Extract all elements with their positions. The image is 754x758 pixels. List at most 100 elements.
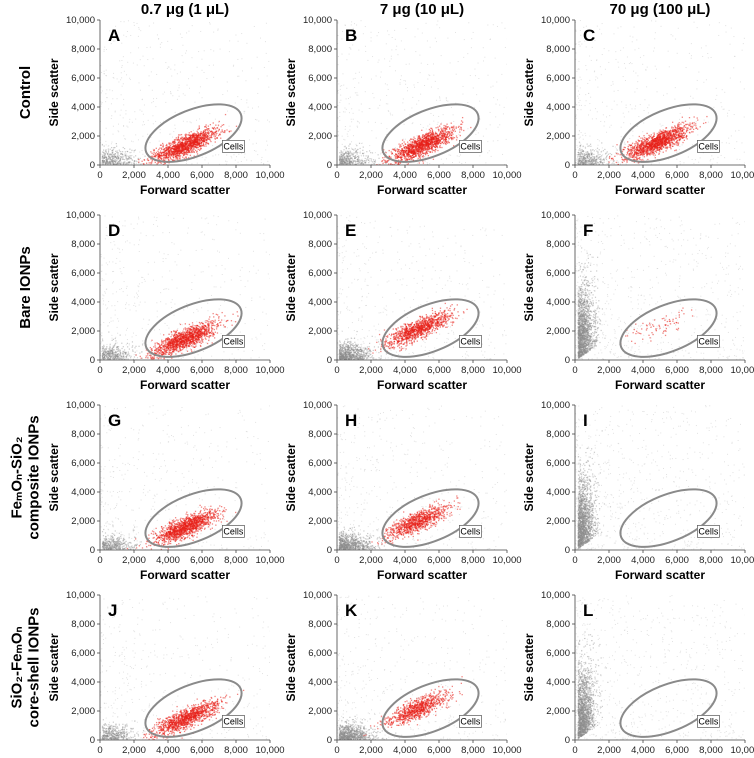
cells-gate (144, 298, 243, 358)
cells-gate (619, 103, 718, 163)
x-tick-label: 2,000 (359, 170, 383, 181)
panel-letter: I (583, 411, 588, 430)
panel-E: Cells 0 2,000 4,000 6,000 8,000 10,000 0 2,000 4,… (284, 210, 522, 392)
x-tick-label: 10,000 (492, 365, 521, 376)
y-tick-label: 2,000 (308, 706, 332, 717)
y-tick-label: 2,000 (71, 326, 95, 337)
y-axis-title: Side scatter (522, 253, 536, 321)
y-tick-label: 6,000 (546, 73, 570, 84)
y-tick-label: 6,000 (546, 648, 570, 659)
y-tick-label: 10,000 (303, 15, 332, 26)
x-tick-label: 6,000 (190, 170, 214, 181)
x-tick-label: 10,000 (255, 365, 284, 376)
x-tick-label: 4,000 (631, 555, 655, 566)
y-tick-label: 10,000 (66, 210, 95, 221)
x-tick-label: 6,000 (665, 365, 689, 376)
y-tick-label: 8,000 (308, 239, 332, 250)
y-tick-label: 2,000 (71, 131, 95, 142)
row-label-0-line-0: Control (17, 66, 34, 119)
x-tick-label: 2,000 (359, 555, 383, 566)
y-axis-title: Side scatter (522, 443, 536, 511)
panel-letter: J (108, 601, 117, 620)
x-axis-title: Forward scatter (615, 378, 705, 392)
row-labels: Control Bare IONPs FeₘOₙ-SiO₂ composite ION… (9, 66, 43, 728)
y-tick-label: 6,000 (71, 458, 95, 469)
x-tick-label: 4,000 (631, 365, 655, 376)
panel-I-events (575, 405, 745, 550)
cells-gate-label-box (459, 140, 482, 153)
y-tick-label: 4,000 (546, 677, 570, 688)
y-axis-title: Side scatter (522, 58, 536, 126)
y-tick-label: 0 (90, 735, 95, 746)
cells-gate-label-box (697, 140, 720, 153)
y-tick-label: 6,000 (308, 648, 332, 659)
row-label-2-line-0: FeₘOₙ-SiO₂ (9, 437, 26, 519)
panel-letter: A (108, 26, 120, 45)
y-tick-label: 6,000 (546, 458, 570, 469)
x-tick-label: 2,000 (597, 170, 621, 181)
y-tick-label: 8,000 (71, 239, 95, 250)
x-tick-label: 0 (97, 555, 102, 566)
panel-letter: B (345, 26, 357, 45)
y-axis-title: Side scatter (284, 443, 298, 511)
x-tick-label: 4,000 (393, 170, 417, 181)
y-tick-label: 8,000 (71, 429, 95, 440)
panel-B: Cells 0 2,000 4,000 6,000 8,000 10,000 0 2,000 4,… (284, 15, 522, 197)
cells-gate-label-box (459, 714, 482, 728)
panel-K-events (337, 595, 507, 740)
cells-gate-label-box (697, 335, 720, 348)
panel-B-events (337, 20, 507, 165)
cells-gate-label: Cells (460, 526, 481, 536)
cells-gate-label-box (697, 714, 720, 728)
panel-A-events (100, 20, 270, 165)
x-axis-title: Forward scatter (140, 183, 230, 197)
y-tick-label: 4,000 (308, 102, 332, 113)
panel-G: Cells 0 2,000 4,000 6,000 8,000 10,000 0 2,000 4,… (47, 400, 285, 582)
cells-gate-label: Cells (223, 716, 244, 726)
x-tick-label: 0 (97, 745, 102, 756)
x-tick-label: 8,000 (461, 745, 485, 756)
x-tick-label: 2,000 (122, 555, 146, 566)
y-tick-label: 2,000 (308, 131, 332, 142)
column-header-0: 0.7 μg (1 μL) (141, 1, 229, 18)
x-tick-label: 6,000 (427, 170, 451, 181)
cells-gate-label: Cells (460, 141, 481, 151)
y-axis-title: Side scatter (522, 633, 536, 701)
y-tick-label: 2,000 (308, 326, 332, 337)
cells-gate-label: Cells (223, 336, 244, 346)
x-tick-label: 10,000 (255, 745, 284, 756)
x-tick-label: 0 (572, 170, 577, 181)
y-tick-label: 4,000 (546, 297, 570, 308)
y-tick-label: 2,000 (71, 706, 95, 717)
panel-H: Cells 0 2,000 4,000 6,000 8,000 10,000 0 2,000 4,… (284, 400, 522, 582)
cells-gate (381, 103, 480, 163)
x-tick-label: 0 (334, 745, 339, 756)
x-tick-label: 8,000 (461, 365, 485, 376)
y-tick-label: 0 (565, 160, 570, 171)
x-tick-label: 0 (97, 170, 102, 181)
y-tick-label: 6,000 (71, 73, 95, 84)
y-tick-label: 2,000 (308, 516, 332, 527)
y-tick-label: 10,000 (303, 590, 332, 601)
panel-letter: G (108, 411, 121, 430)
x-tick-label: 10,000 (492, 555, 521, 566)
x-tick-label: 0 (572, 555, 577, 566)
x-tick-label: 2,000 (122, 170, 146, 181)
panel-D: Cells 0 2,000 4,000 6,000 8,000 10,000 0 2,000 4,… (47, 210, 285, 392)
panel-E-events (337, 215, 507, 360)
y-tick-label: 10,000 (66, 15, 95, 26)
panel-letter: H (345, 411, 357, 430)
cells-gate-label-box (459, 524, 482, 538)
x-tick-label: 10,000 (730, 745, 754, 756)
x-tick-label: 4,000 (156, 170, 180, 181)
panel-letter: E (345, 221, 356, 240)
panel-C-events (575, 20, 745, 165)
scatter-panels: Cells 0 2,000 4,000 6,000 8,000 10,000 0 2,000 4,… (47, 15, 754, 756)
x-tick-label: 8,000 (461, 555, 485, 566)
cells-gate-label: Cells (698, 526, 719, 536)
cells-gate-label-box (222, 524, 245, 538)
y-tick-label: 8,000 (308, 619, 332, 630)
y-tick-label: 2,000 (546, 131, 570, 142)
cells-gate (381, 678, 480, 738)
